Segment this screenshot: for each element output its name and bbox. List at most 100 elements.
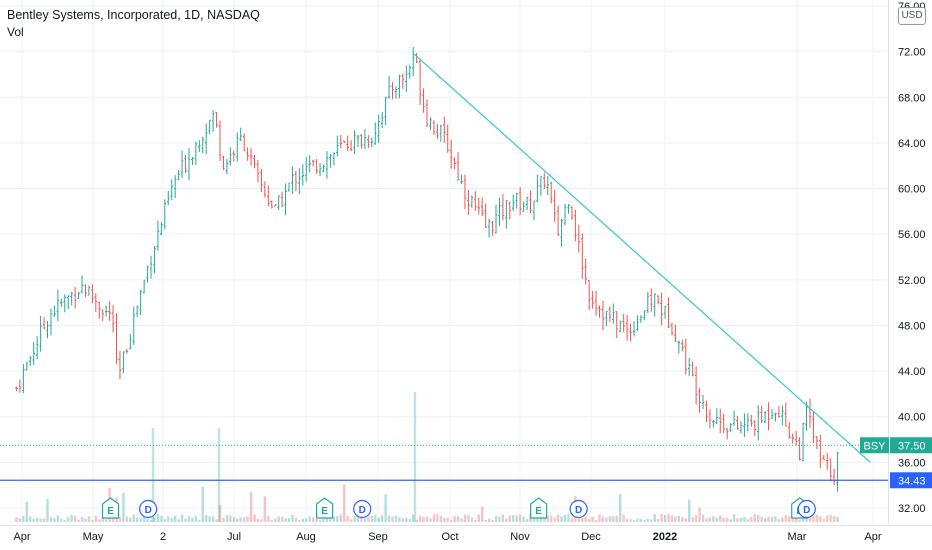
volume-bar <box>691 517 694 522</box>
time-tick-label: 2022 <box>653 531 677 543</box>
volume-bar <box>767 516 770 522</box>
volume-bar <box>391 516 394 522</box>
volume-bar <box>439 515 443 522</box>
currency-badge[interactable]: USD <box>898 7 926 25</box>
volume-bar <box>705 518 708 522</box>
price-tick-label: 36.00 <box>898 457 926 469</box>
volume-bar <box>122 492 125 522</box>
volume-bar <box>826 515 829 522</box>
volume-bar <box>629 519 632 522</box>
volume-label[interactable]: Vol <box>7 25 24 39</box>
volume-bar <box>408 518 411 522</box>
volume-bar <box>832 516 836 522</box>
volume-bar <box>643 519 646 522</box>
volume-bar <box>198 519 201 522</box>
volume-bar <box>332 516 336 522</box>
price-tick-label: 64.00 <box>898 138 926 150</box>
volume-bar <box>194 516 198 522</box>
volume-bar <box>556 514 560 522</box>
volume-bar <box>104 519 108 522</box>
symbol-title[interactable]: Bentley Systems, Incorporated, 1D, NASDA… <box>7 8 260 22</box>
dividend-marker[interactable] <box>797 499 816 519</box>
volume-bar <box>460 518 463 522</box>
volume-bar <box>736 518 739 522</box>
volume-bar <box>729 519 732 522</box>
price-tick-label: 52.00 <box>898 275 926 287</box>
volume-bar <box>153 517 156 522</box>
volume-bar <box>432 514 436 522</box>
volume-bar <box>701 514 705 522</box>
volume-bar <box>377 517 380 522</box>
dividend-marker-label: D <box>575 505 582 516</box>
volume-bar <box>242 517 246 522</box>
volume-bar <box>412 514 415 522</box>
volume-bar <box>763 518 767 522</box>
volume-bar <box>712 516 715 522</box>
volume-bar <box>612 516 615 522</box>
time-tick-label: Nov <box>510 531 530 543</box>
volume-bar <box>405 517 408 522</box>
volume-bar <box>277 516 280 522</box>
volume-bar <box>246 516 249 522</box>
volume-bar <box>667 514 670 522</box>
volume-bar <box>35 517 39 522</box>
volume-bar <box>425 516 429 522</box>
volume-bar <box>63 519 66 522</box>
volume-bar <box>688 499 691 522</box>
volume-bar <box>263 496 267 522</box>
price-tick-label: 68.00 <box>898 92 926 104</box>
earnings-marker[interactable] <box>101 497 120 519</box>
volume-bar <box>646 518 650 522</box>
volume-bar <box>598 514 601 522</box>
volume-bar <box>60 518 63 522</box>
time-tick-label: Jul <box>227 531 241 543</box>
volume-bar <box>18 518 22 522</box>
dividend-marker-label: D <box>803 505 810 516</box>
volume-bar <box>73 516 77 522</box>
price-tick-label: 72.00 <box>898 47 926 59</box>
volume-bar <box>15 517 18 522</box>
volume-bar <box>180 514 184 522</box>
volume-bar <box>494 515 498 522</box>
volume-bar <box>53 518 56 522</box>
volume-bar <box>201 486 204 522</box>
dividend-marker[interactable] <box>569 499 588 519</box>
time-tick-label: Sep <box>368 531 388 543</box>
earnings-marker-label: E <box>535 506 542 517</box>
volume-bar <box>760 516 763 522</box>
volume-bar <box>719 515 722 522</box>
earnings-marker[interactable] <box>315 497 334 519</box>
price-label: 34.43 <box>898 475 926 487</box>
volume-bar <box>615 515 618 522</box>
dividend-marker[interactable] <box>353 499 372 519</box>
volume-bar <box>42 518 46 522</box>
volume-bar <box>260 519 263 522</box>
earnings-marker[interactable] <box>530 497 548 519</box>
volume-bar <box>98 519 101 522</box>
volume-bar <box>694 515 698 522</box>
volume-bar <box>39 518 42 522</box>
price-tick-label: 56.00 <box>898 229 926 241</box>
volume-bar <box>129 517 132 522</box>
volume-bar <box>484 519 487 522</box>
volume-bar <box>401 518 405 522</box>
volume-bar <box>498 516 501 522</box>
volume-bar <box>784 515 788 522</box>
volume-bar <box>191 518 194 522</box>
volume-bar <box>622 514 625 522</box>
volume-bar <box>339 514 342 522</box>
volume-bar <box>819 516 822 522</box>
volume-bar <box>322 516 325 522</box>
volume-bar <box>274 518 277 522</box>
trend-line[interactable] <box>413 53 871 463</box>
time-tick-label: Apr <box>864 531 881 543</box>
volume-bar <box>311 517 315 522</box>
volume-bar <box>142 515 146 522</box>
volume-bar <box>443 517 446 522</box>
dividend-marker[interactable] <box>139 499 158 519</box>
volume-bar <box>798 519 801 522</box>
volume-bar <box>512 515 515 522</box>
volume-bar <box>329 516 332 522</box>
